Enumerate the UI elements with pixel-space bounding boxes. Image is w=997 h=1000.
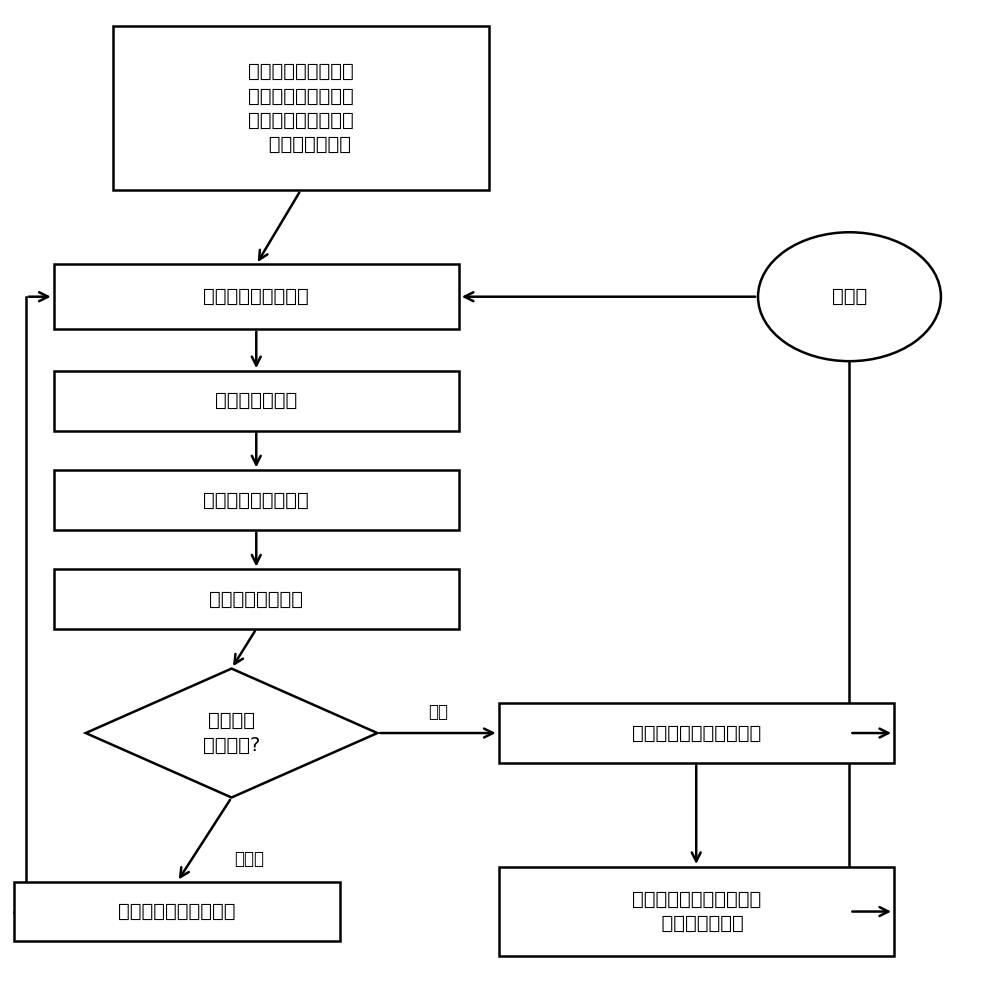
FancyBboxPatch shape xyxy=(498,703,894,763)
Text: 满足: 满足 xyxy=(428,703,448,721)
Text: 相关向量机模型训练: 相关向量机模型训练 xyxy=(203,287,309,306)
FancyBboxPatch shape xyxy=(113,26,489,190)
Text: 微粒群适应值寻优: 微粒群适应值寻优 xyxy=(209,590,303,609)
Text: 初始化粒子数、循环
次数、惯性权重、学
习因子、高斯核函数
   宽度的搜索范围: 初始化粒子数、循环 次数、惯性权重、学 习因子、高斯核函数 宽度的搜索范围 xyxy=(248,62,354,154)
Ellipse shape xyxy=(758,232,941,361)
FancyBboxPatch shape xyxy=(54,371,459,431)
Text: 获得转子位置的优化相关
  向量机预测模型: 获得转子位置的优化相关 向量机预测模型 xyxy=(632,890,761,933)
Text: 计算适应度函数: 计算适应度函数 xyxy=(215,391,297,410)
Text: 满足迭代
中止条件?: 满足迭代 中止条件? xyxy=(202,711,260,755)
FancyBboxPatch shape xyxy=(54,470,459,530)
Text: 不满足: 不满足 xyxy=(234,850,264,868)
FancyBboxPatch shape xyxy=(14,882,340,941)
Text: 微粒个体适应值寻优: 微粒个体适应值寻优 xyxy=(203,490,309,510)
FancyBboxPatch shape xyxy=(498,867,894,956)
Text: 获得最优高斯核函数宽度: 获得最优高斯核函数宽度 xyxy=(632,724,761,743)
FancyBboxPatch shape xyxy=(54,569,459,629)
Text: 数据集: 数据集 xyxy=(831,287,867,306)
Text: 更新粒子的速度和位置: 更新粒子的速度和位置 xyxy=(119,902,236,921)
FancyBboxPatch shape xyxy=(54,264,459,329)
Polygon shape xyxy=(86,669,378,798)
